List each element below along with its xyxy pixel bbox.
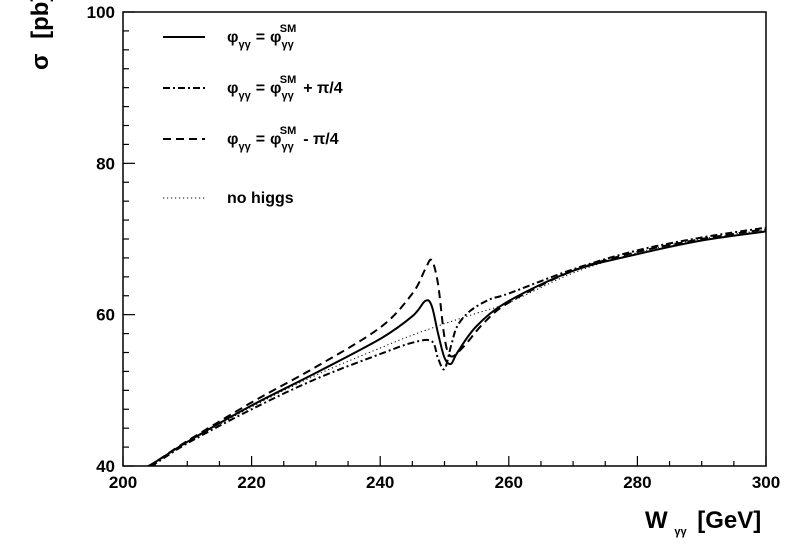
x-tick-label: 200 — [109, 473, 137, 492]
x-axis-label: W γγ [GeV] — [645, 507, 761, 541]
x-axis-symbol: W — [645, 507, 668, 534]
y-axis-symbol: σ — [27, 54, 54, 70]
y-axis-label: σ [pb] — [27, 0, 54, 70]
y-tick-label: 40 — [96, 457, 115, 476]
y-tick-label: 60 — [96, 306, 115, 325]
x-tick-label: 300 — [752, 473, 780, 492]
legend-subscript: γγ — [238, 141, 251, 153]
legend-phi: φ — [270, 80, 281, 97]
x-axis-subscript: γγ — [674, 526, 687, 538]
series-line-solid — [146, 230, 766, 466]
legend-superscript: SM — [280, 74, 297, 86]
legend-label: φγγ = φγγSM - π/4 — [227, 125, 339, 153]
series-group — [146, 226, 766, 466]
legend-phi: φ — [227, 131, 238, 148]
x-tick-label: 260 — [495, 473, 523, 492]
legend-superscript: SM — [280, 125, 297, 137]
x-tick-label: 280 — [623, 473, 651, 492]
y-tick-label: 100 — [87, 3, 115, 22]
legend-text: no higgs — [227, 190, 294, 207]
legend-subscript: γγ — [282, 90, 295, 102]
series-line-dashed — [146, 228, 766, 466]
legend-subscript: γγ — [282, 39, 295, 51]
series-line-dotted — [147, 229, 766, 466]
legend-equals: = — [256, 131, 265, 148]
legend-suffix: - π/4 — [303, 131, 338, 148]
legend-subscript: γγ — [282, 141, 295, 153]
x-axis-unit: [GeV] — [697, 507, 761, 534]
legend-equals: = — [256, 80, 265, 97]
x-tick-label: 220 — [237, 473, 265, 492]
x-tick-label: 240 — [366, 473, 394, 492]
plot-frame — [122, 11, 767, 467]
legend-subscript: γγ — [238, 39, 251, 51]
y-axis-unit: [pb] — [27, 0, 54, 39]
legend-phi: φ — [227, 29, 238, 46]
legend-phi: φ — [227, 80, 238, 97]
legend-phi: φ — [270, 29, 281, 46]
legend-equals: = — [256, 29, 265, 46]
legend-label: no higgs — [227, 190, 294, 207]
legend-suffix: + π/4 — [303, 80, 342, 97]
y-tick-label: 80 — [96, 154, 115, 173]
x-axis-ticks: 200 220 240 260 280 300 — [109, 456, 780, 492]
legend-subscript: γγ — [238, 90, 251, 102]
legend-label: φγγ = φγγSM + π/4 — [227, 74, 343, 102]
legend-phi: φ — [270, 131, 281, 148]
legend-superscript: SM — [280, 23, 297, 35]
legend-label: φγγ = φγγSM — [227, 23, 296, 51]
y-axis-ticks: 40 60 80 100 — [87, 3, 135, 476]
series-line-dashdot — [149, 226, 766, 466]
